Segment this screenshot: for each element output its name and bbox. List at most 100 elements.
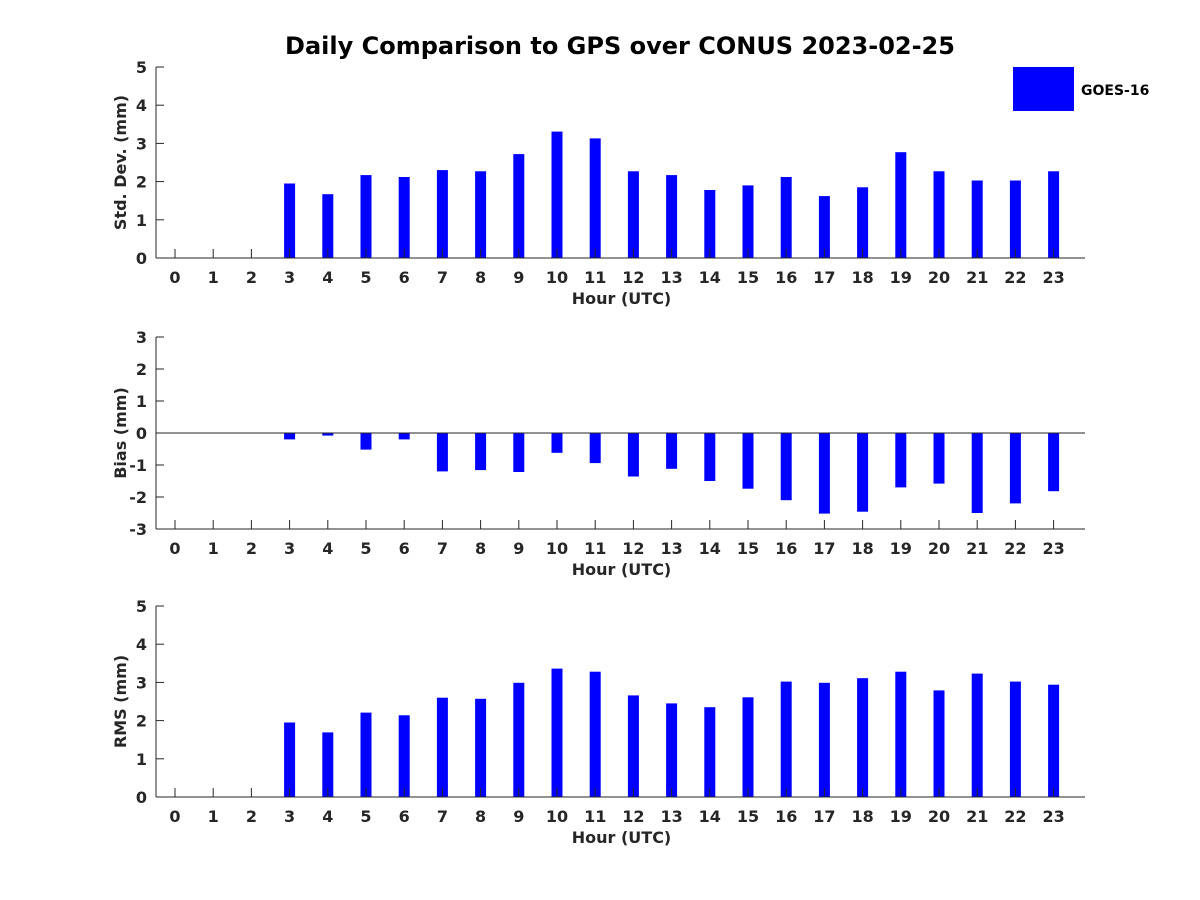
bar-panel1-hour-20 [933,171,945,258]
bar-panel1-hour-18 [857,187,869,258]
x-tick-label: 23 [1042,539,1064,558]
y-tick-label: 5 [136,597,147,616]
x-tick-label: 21 [966,539,988,558]
bar-panel2-hour-9 [513,433,525,472]
x-tick-label: 19 [890,539,912,558]
y-tick-label: 2 [136,173,147,192]
bar-panel3-hour-11 [589,671,601,797]
y-tick-label: 5 [136,58,147,77]
bar-panel3-hour-10 [551,668,563,797]
bar-panel3-hour-4 [322,732,334,797]
x-tick-label: 1 [208,539,219,558]
bar-panel1-hour-14 [704,190,716,258]
bar-panel3-hour-14 [704,707,716,797]
x-tick-label: 11 [584,539,606,558]
x-tick-label: 20 [928,539,950,558]
x-tick-label: 1 [208,268,219,287]
bar-panel3-hour-20 [933,690,945,797]
y-tick-label: 2 [136,712,147,731]
legend: GOES-16 [1013,67,1149,111]
x-tick-label: 7 [437,807,448,826]
x-tick-label: 16 [775,268,797,287]
bar-panel1-hour-8 [475,171,487,258]
x-tick-label: 19 [890,268,912,287]
x-tick-label: 5 [360,268,371,287]
x-tick-label: 10 [546,807,568,826]
bar-panel2-hour-12 [627,433,639,477]
x-axis-label: Hour (UTC) [572,560,672,579]
x-tick-label: 3 [284,539,295,558]
y-axis-label: Std. Dev. (mm) [111,95,130,230]
x-tick-label: 18 [851,807,873,826]
x-tick-label: 17 [813,539,835,558]
bar-panel2-hour-21 [971,433,983,513]
bar-panel3-hour-12 [627,695,639,797]
y-tick-label: 1 [136,750,147,769]
bar-panel2-hour-22 [1009,433,1021,504]
bar-panel2-hour-23 [1048,433,1060,492]
bar-panel1-hour-15 [742,185,754,258]
x-tick-label: 22 [1004,268,1026,287]
x-tick-label: 0 [169,539,180,558]
y-tick-label: 4 [136,96,147,115]
x-tick-label: 23 [1042,268,1064,287]
bar-panel2-hour-5 [360,433,372,450]
bar-panel1-hour-12 [627,171,639,258]
x-tick-label: 0 [169,807,180,826]
legend-label: GOES-16 [1081,83,1149,99]
bar-panel3-hour-19 [895,671,907,797]
bar-panel2-hour-4 [322,433,334,436]
x-tick-label: 0 [169,268,180,287]
bar-panel3-hour-17 [818,682,830,797]
bar-panel3-hour-6 [398,715,410,797]
x-tick-label: 7 [437,539,448,558]
x-tick-label: 18 [851,539,873,558]
y-tick-label: -1 [129,456,147,475]
x-tick-label: 19 [890,807,912,826]
x-tick-label: 13 [660,807,682,826]
y-tick-label: 1 [136,392,147,411]
x-tick-label: 4 [322,807,333,826]
bar-panel2-hour-16 [780,433,792,501]
bar-panel2-hour-14 [704,433,716,481]
bar-panel2-hour-7 [436,433,448,472]
x-tick-label: 16 [775,807,797,826]
y-tick-label: -3 [129,520,147,539]
y-axis-label: RMS (mm) [111,655,130,748]
x-tick-label: 14 [699,807,721,826]
x-tick-label: 1 [208,807,219,826]
x-tick-label: 2 [246,807,257,826]
bar-panel1-hour-6 [398,177,410,258]
x-tick-label: 21 [966,268,988,287]
bar-panel1-hour-5 [360,175,372,258]
bar-panel1-hour-3 [284,183,296,258]
x-tick-label: 13 [660,539,682,558]
x-tick-label: 14 [699,539,721,558]
x-tick-label: 9 [513,268,524,287]
bar-panel1-hour-7 [436,170,448,258]
bar-panel2-hour-18 [857,433,869,512]
chart-title: Daily Comparison to GPS over CONUS 2023-… [285,32,955,60]
bar-panel2-hour-13 [666,433,678,469]
x-tick-label: 8 [475,268,486,287]
x-tick-label: 18 [851,268,873,287]
bar-panel3-hour-21 [971,673,983,797]
bar-panel3-hour-15 [742,697,754,797]
y-tick-label: 4 [136,635,147,654]
bar-panel3-hour-9 [513,682,525,797]
bar-panel3-hour-16 [780,681,792,797]
bar-panel1-hour-19 [895,152,907,258]
bar-panel1-hour-13 [666,175,678,258]
x-tick-label: 3 [284,268,295,287]
x-tick-label: 11 [584,807,606,826]
x-tick-label: 14 [699,268,721,287]
x-tick-label: 5 [360,807,371,826]
x-tick-label: 7 [437,268,448,287]
bar-panel1-hour-23 [1048,171,1060,258]
y-tick-label: 3 [136,134,147,153]
x-tick-label: 21 [966,807,988,826]
